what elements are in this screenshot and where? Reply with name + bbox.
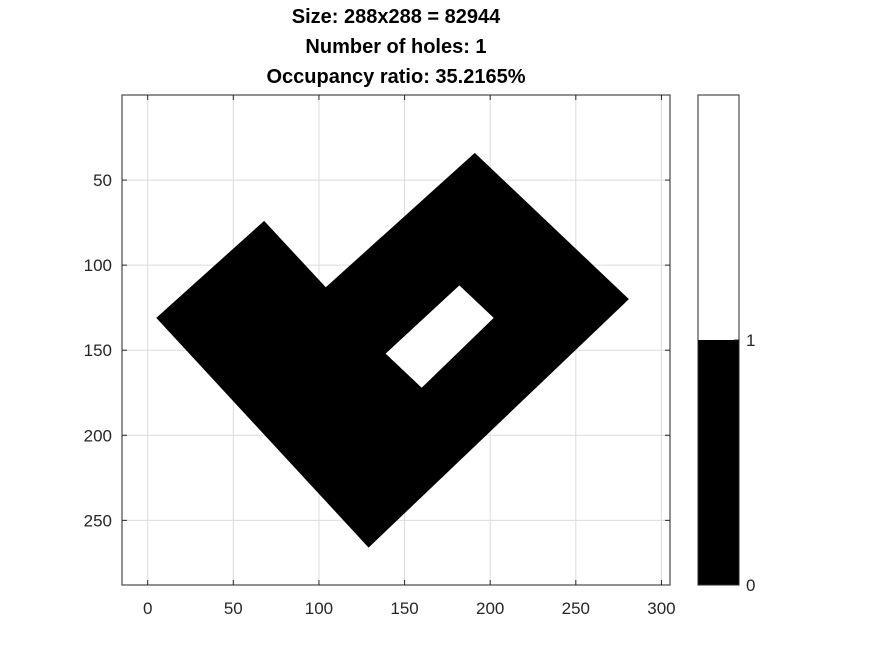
colorbar-tick-label: 0 [746, 576, 755, 595]
y-tick-label: 200 [84, 426, 112, 445]
occupied-region [156, 152, 629, 548]
title-line-1: Size: 288x288 = 82944 [292, 6, 501, 28]
y-tick-label: 100 [84, 256, 112, 275]
colorbar-segment-0 [698, 340, 739, 585]
y-axis-ticks: 50 100 150 200 250 [84, 171, 670, 530]
axes-box [121, 94, 671, 586]
colorbar-tick-label: 1 [746, 331, 755, 350]
x-tick-label: 250 [562, 599, 590, 618]
hole-region [385, 285, 494, 388]
y-tick-label: 250 [84, 511, 112, 530]
x-tick-label: 50 [224, 599, 243, 618]
colorbar: 01 [697, 94, 755, 595]
y-tick-label: 50 [93, 171, 112, 190]
x-tick-label: 200 [476, 599, 504, 618]
colorbar-segment-1 [698, 95, 739, 340]
x-axis-ticks: 0 50 100 150 200 250 300 [143, 95, 676, 618]
y-tick-label: 150 [84, 341, 112, 360]
x-tick-label: 150 [390, 599, 418, 618]
title-line-3: Occupancy ratio: 35.2165% [266, 66, 525, 88]
x-tick-label: 0 [143, 599, 152, 618]
x-tick-label: 300 [647, 599, 675, 618]
image-layer [156, 152, 629, 548]
title-line-2: Number of holes: 1 [305, 36, 486, 58]
x-tick-label: 100 [305, 599, 333, 618]
main-axes: 0 50 100 150 200 250 300 50 100 150 200 250 [84, 94, 676, 618]
